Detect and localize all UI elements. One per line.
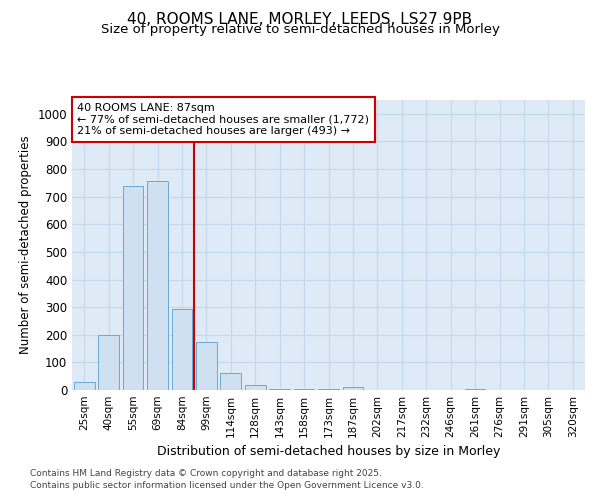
Bar xyxy=(147,182,168,390)
Bar xyxy=(318,389,339,390)
Bar xyxy=(269,388,290,390)
Bar xyxy=(343,387,364,390)
Bar xyxy=(293,388,314,390)
Bar xyxy=(245,385,266,390)
Bar xyxy=(196,342,217,390)
Bar xyxy=(74,382,95,390)
Bar xyxy=(464,389,485,390)
Text: 40, ROOMS LANE, MORLEY, LEEDS, LS27 9PB: 40, ROOMS LANE, MORLEY, LEEDS, LS27 9PB xyxy=(127,12,473,28)
Text: Size of property relative to semi-detached houses in Morley: Size of property relative to semi-detach… xyxy=(101,22,499,36)
X-axis label: Distribution of semi-detached houses by size in Morley: Distribution of semi-detached houses by … xyxy=(157,446,500,458)
Bar xyxy=(98,335,119,390)
Text: 40 ROOMS LANE: 87sqm
← 77% of semi-detached houses are smaller (1,772)
21% of se: 40 ROOMS LANE: 87sqm ← 77% of semi-detac… xyxy=(77,103,369,136)
Bar xyxy=(220,372,241,390)
Bar xyxy=(172,308,193,390)
Text: Contains public sector information licensed under the Open Government Licence v3: Contains public sector information licen… xyxy=(30,481,424,490)
Text: Contains HM Land Registry data © Crown copyright and database right 2025.: Contains HM Land Registry data © Crown c… xyxy=(30,468,382,477)
Y-axis label: Number of semi-detached properties: Number of semi-detached properties xyxy=(19,136,32,354)
Bar xyxy=(122,186,143,390)
